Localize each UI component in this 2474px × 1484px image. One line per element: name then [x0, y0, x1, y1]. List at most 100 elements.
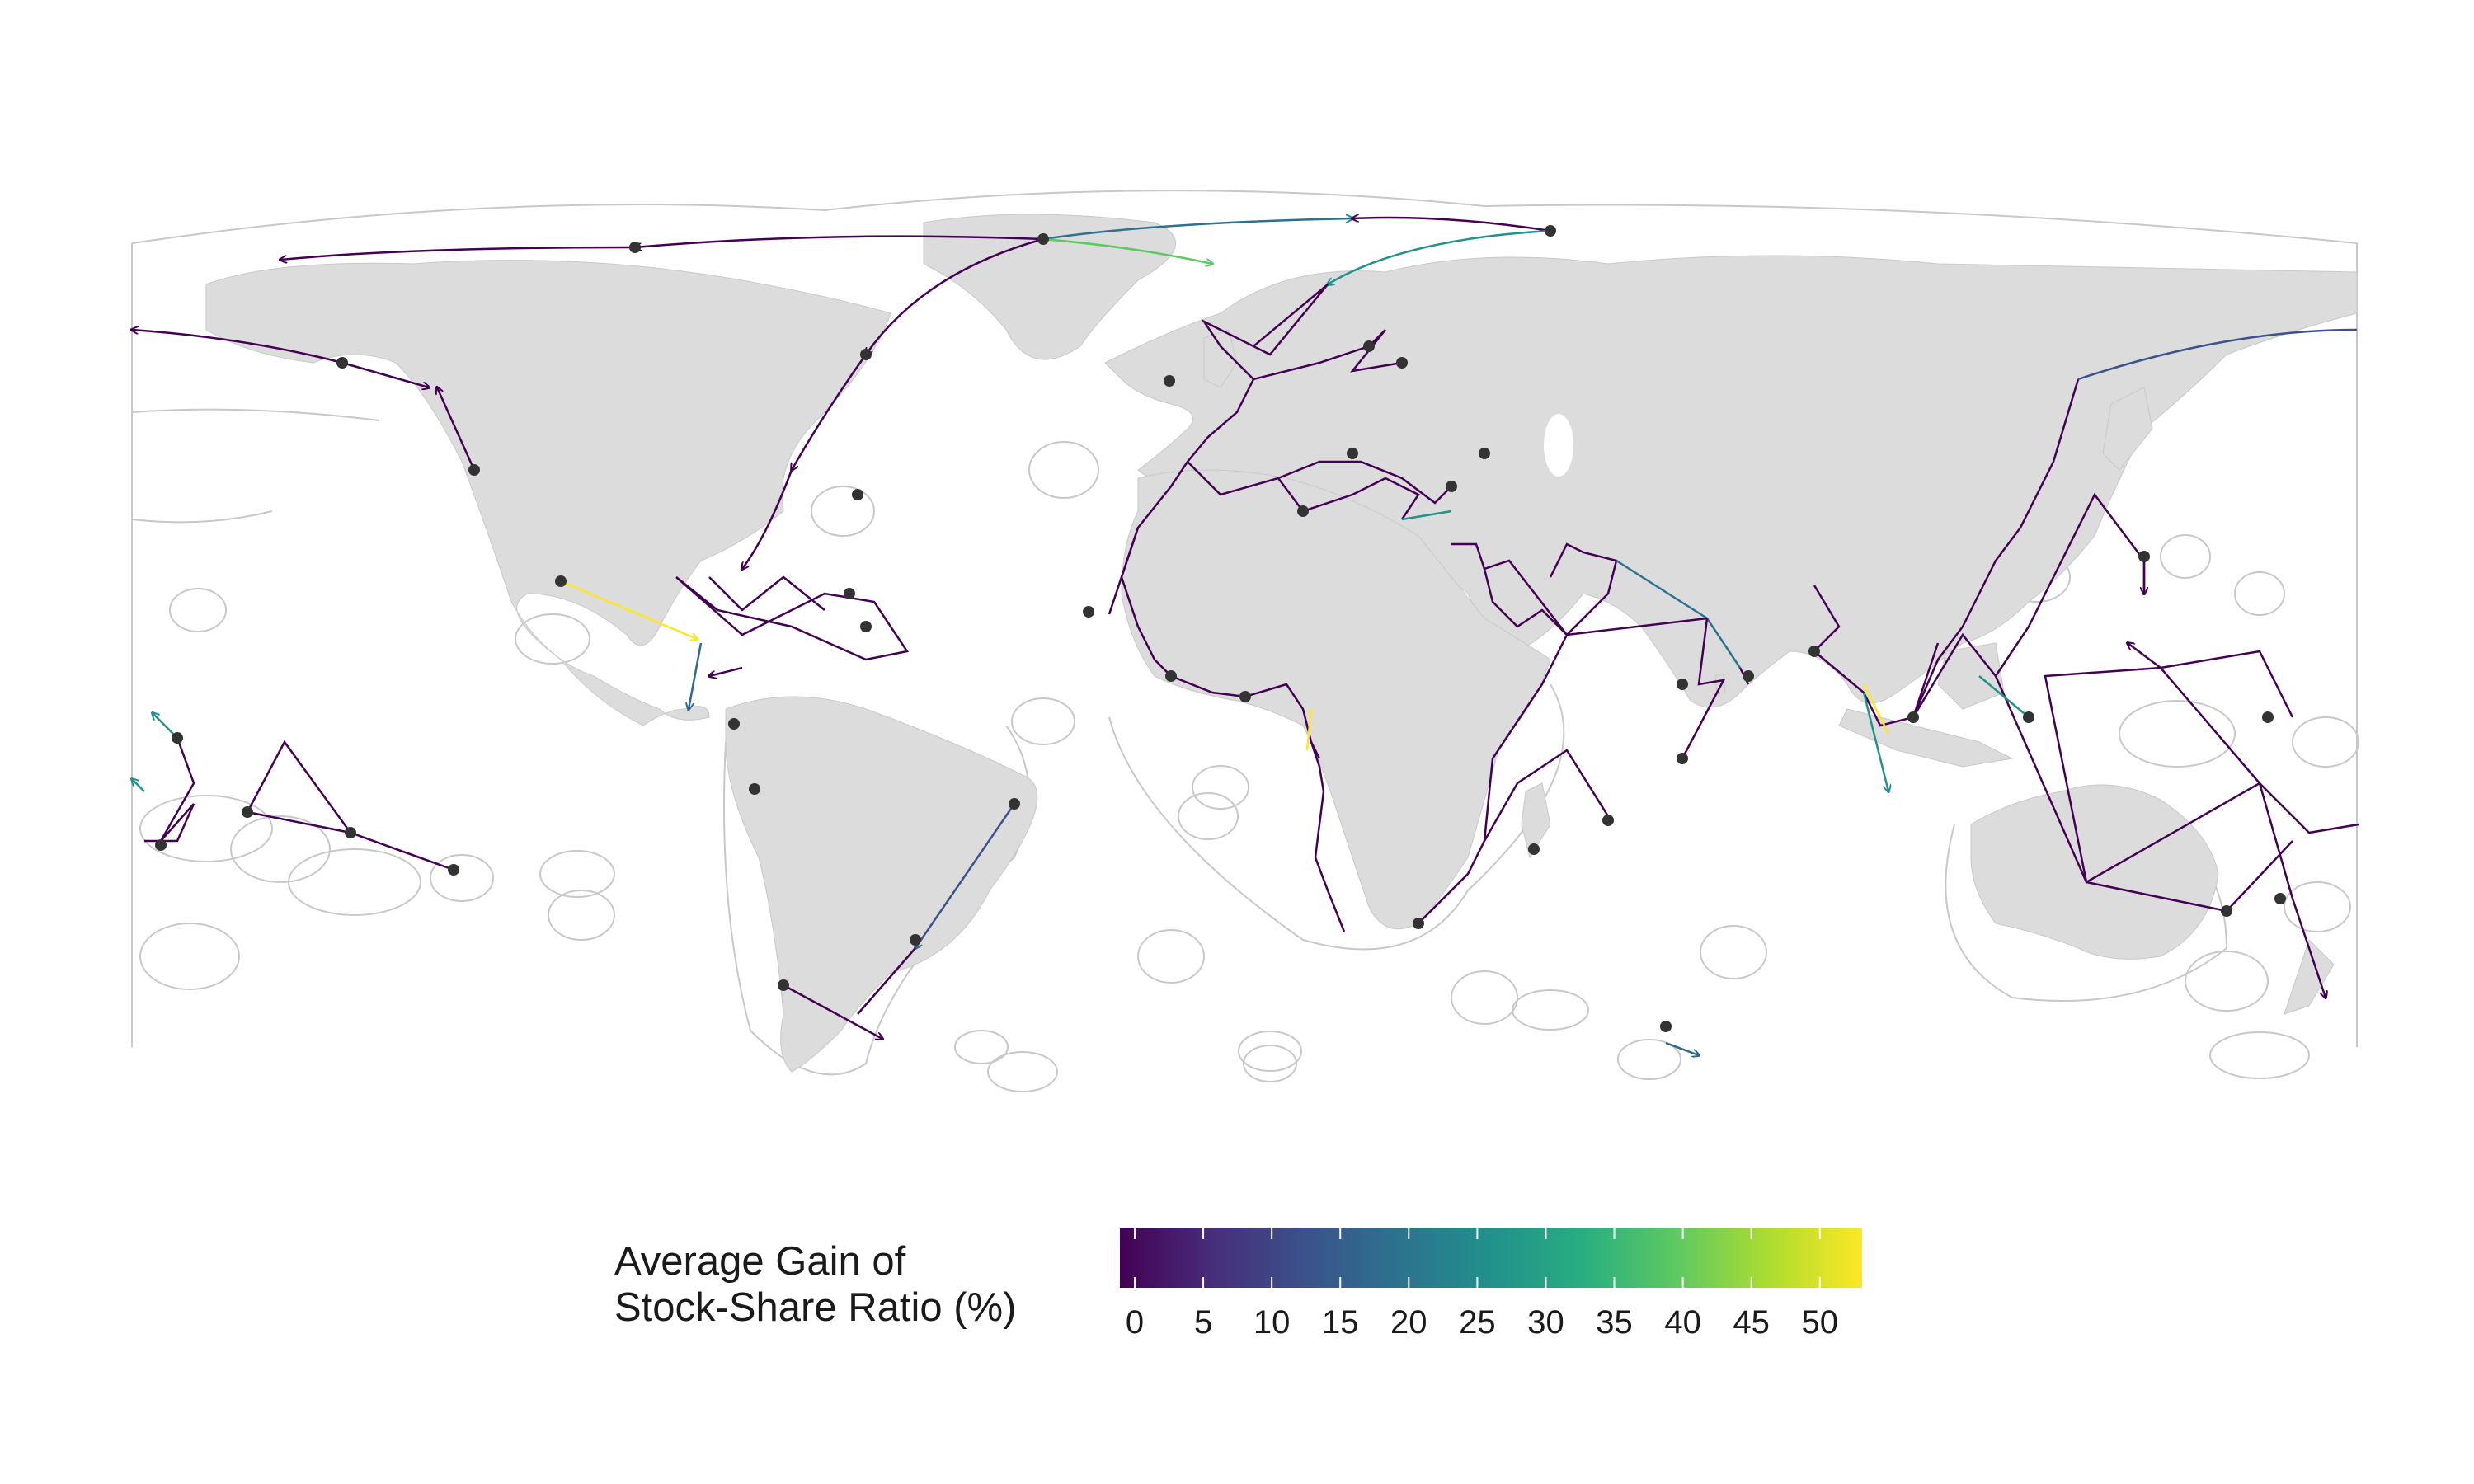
- port-node: [1808, 646, 1820, 657]
- route: [1253, 329, 1403, 381]
- indonesia: [1838, 708, 2014, 768]
- colorbar-tick-label: 5: [1193, 1304, 1213, 1341]
- route: [153, 713, 178, 739]
- route: [1451, 542, 1486, 570]
- port-nodes: [155, 225, 2286, 1032]
- port-node: [1009, 798, 1020, 810]
- colorbar-tick-label: 20: [1390, 1304, 1427, 1341]
- route: [1187, 460, 1452, 505]
- port-node: [1363, 340, 1375, 352]
- port-node: [778, 979, 789, 991]
- route: [132, 779, 145, 792]
- port-node: [852, 489, 863, 500]
- route: [2160, 650, 2294, 718]
- port-node: [2274, 893, 2286, 904]
- route: [437, 387, 476, 471]
- route: [1978, 675, 2030, 718]
- route: [742, 469, 793, 569]
- route: [2291, 898, 2326, 998]
- route: [246, 740, 352, 834]
- port-node: [1083, 606, 1094, 618]
- port-node: [1396, 357, 1408, 369]
- port-node: [2221, 905, 2232, 917]
- route: [1912, 378, 2080, 718]
- route: [708, 575, 825, 612]
- port-node: [2023, 711, 2034, 723]
- route: [857, 947, 916, 1015]
- route: [915, 803, 1016, 948]
- route: [2128, 643, 2161, 669]
- land-masses: [205, 214, 2358, 1073]
- route: [783, 984, 882, 1039]
- port-node: [1239, 691, 1251, 702]
- route: [1277, 477, 1420, 520]
- borneo: [1937, 642, 2005, 710]
- colorbar-ticks: [1134, 1228, 1821, 1288]
- colorbar-tick-label: 50: [1801, 1304, 1839, 1341]
- port-node: [1165, 670, 1177, 682]
- port-node: [728, 718, 740, 730]
- port-node: [555, 575, 567, 587]
- greenland: [923, 214, 1177, 360]
- colorbar-tick-label: 0: [1125, 1304, 1145, 1341]
- port-node: [2138, 551, 2150, 562]
- south-america: [725, 696, 1038, 1073]
- port-node: [1602, 815, 1614, 826]
- port-node: [1528, 843, 1540, 855]
- colorbar-tick-label: 10: [1253, 1304, 1291, 1341]
- port-node: [844, 588, 855, 599]
- port-node: [1297, 505, 1309, 517]
- port-node: [1479, 448, 1490, 459]
- route: [689, 642, 703, 709]
- colorbar-gradient: [1120, 1228, 1862, 1288]
- port-node: [1347, 448, 1358, 459]
- japan: [2102, 387, 2153, 471]
- port-node: [155, 839, 167, 851]
- route: [1328, 229, 1551, 284]
- colorbar-tick-label: 25: [1459, 1304, 1496, 1341]
- port-node: [336, 357, 348, 369]
- route: [709, 666, 743, 676]
- australia: [1970, 784, 2219, 960]
- port-node: [1677, 753, 1688, 764]
- route: [635, 235, 1044, 247]
- route: [1310, 741, 1346, 932]
- colorbar-tick-label: 35: [1596, 1304, 1633, 1341]
- route: [1042, 218, 1352, 241]
- route: [1108, 284, 1329, 615]
- port-node: [2262, 711, 2274, 723]
- colorbar-tick-label: 30: [1527, 1304, 1564, 1341]
- madagascar: [1521, 782, 1551, 859]
- port-node: [1743, 670, 1754, 682]
- route: [792, 354, 868, 470]
- route: [675, 576, 910, 661]
- colorbar-tick-label: 45: [1733, 1304, 1770, 1341]
- port-node: [172, 732, 183, 744]
- colorbar: [1120, 1228, 1862, 1288]
- new-zealand: [2284, 939, 2335, 1015]
- port-node: [910, 934, 921, 946]
- port-node: [448, 864, 459, 876]
- port-node: [1545, 225, 1556, 237]
- port-node: [1907, 711, 1919, 723]
- port-node: [1413, 918, 1424, 929]
- route: [1352, 218, 1551, 232]
- route: [1862, 683, 1890, 735]
- route: [1665, 1041, 1699, 1055]
- port-node: [1446, 481, 1457, 492]
- port-node: [860, 621, 872, 632]
- port-node: [242, 806, 253, 818]
- route: [1566, 617, 1708, 636]
- route: [247, 810, 454, 871]
- route: [1681, 618, 1726, 759]
- port-node: [860, 349, 872, 360]
- route: [1305, 708, 1313, 751]
- port-node: [345, 827, 356, 838]
- colorbar-tick-label: 15: [1321, 1304, 1359, 1341]
- route: [1042, 237, 1212, 264]
- legend-title: Average Gain of Stock-Share Ratio (%): [614, 1239, 1017, 1330]
- route: [1418, 749, 1610, 924]
- route: [560, 580, 697, 639]
- port-node: [1037, 233, 1049, 245]
